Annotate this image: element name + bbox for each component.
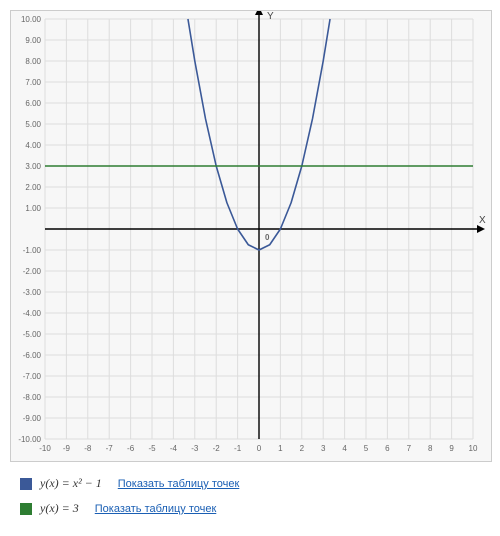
svg-text:-6: -6 [127, 444, 135, 453]
svg-text:4.00: 4.00 [25, 141, 41, 150]
svg-text:Y: Y [267, 11, 274, 22]
svg-text:-7: -7 [106, 444, 114, 453]
svg-text:7.00: 7.00 [25, 78, 41, 87]
svg-text:-10.00: -10.00 [18, 435, 41, 444]
svg-text:4: 4 [342, 444, 347, 453]
svg-text:-10: -10 [39, 444, 51, 453]
legend-swatch [20, 478, 32, 490]
svg-text:-5: -5 [148, 444, 156, 453]
svg-text:0: 0 [265, 233, 270, 242]
svg-text:1.00: 1.00 [25, 204, 41, 213]
svg-text:5.00: 5.00 [25, 120, 41, 129]
svg-text:6.00: 6.00 [25, 99, 41, 108]
svg-text:2.00: 2.00 [25, 183, 41, 192]
svg-text:3: 3 [321, 444, 326, 453]
legend-item: y(x) = x² − 1 Показать таблицу точек [20, 476, 490, 491]
svg-text:-2: -2 [213, 444, 221, 453]
show-points-link[interactable]: Показать таблицу точек [118, 478, 240, 490]
svg-text:-5.00: -5.00 [23, 330, 42, 339]
svg-text:10: 10 [469, 444, 478, 453]
svg-text:6: 6 [385, 444, 390, 453]
svg-text:9: 9 [449, 444, 454, 453]
svg-text:-1.00: -1.00 [23, 246, 42, 255]
legend-formula: y(x) = x² − 1 [40, 476, 102, 491]
plot-svg: YX-10-9-8-7-6-5-4-3-2-101234567891010.00… [11, 11, 491, 461]
svg-text:X: X [479, 215, 486, 226]
svg-text:10.00: 10.00 [21, 15, 42, 24]
svg-text:-8: -8 [84, 444, 92, 453]
svg-text:-9: -9 [63, 444, 71, 453]
svg-text:9.00: 9.00 [25, 36, 41, 45]
svg-text:-7.00: -7.00 [23, 372, 42, 381]
svg-text:-8.00: -8.00 [23, 393, 42, 402]
svg-text:-1: -1 [234, 444, 242, 453]
plot-area: YX-10-9-8-7-6-5-4-3-2-101234567891010.00… [10, 10, 492, 462]
svg-text:-4: -4 [170, 444, 178, 453]
svg-text:-9.00: -9.00 [23, 414, 42, 423]
svg-text:-4.00: -4.00 [23, 309, 42, 318]
svg-text:8.00: 8.00 [25, 57, 41, 66]
svg-text:2: 2 [300, 444, 305, 453]
svg-text:0: 0 [257, 444, 262, 453]
svg-text:7: 7 [407, 444, 412, 453]
svg-text:1: 1 [278, 444, 283, 453]
svg-text:-3: -3 [191, 444, 199, 453]
chart-container: YX-10-9-8-7-6-5-4-3-2-101234567891010.00… [10, 10, 490, 516]
svg-text:-2.00: -2.00 [23, 267, 42, 276]
svg-text:8: 8 [428, 444, 433, 453]
svg-text:-6.00: -6.00 [23, 351, 42, 360]
svg-text:3.00: 3.00 [25, 162, 41, 171]
svg-text:-3.00: -3.00 [23, 288, 42, 297]
svg-text:5: 5 [364, 444, 369, 453]
legend: y(x) = x² − 1 Показать таблицу точек y(x… [10, 476, 490, 516]
